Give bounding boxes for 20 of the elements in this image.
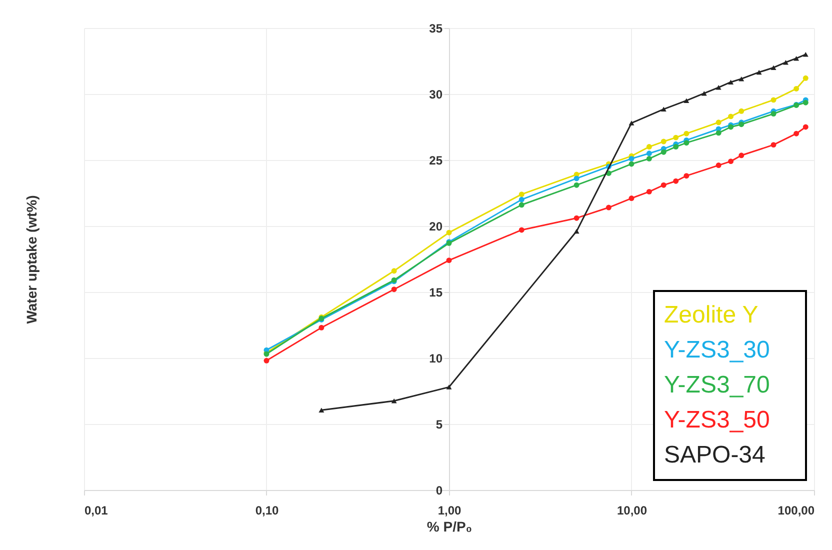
y-tick-label: 10 [429,352,443,366]
text: Zeolite Y [664,302,758,328]
x-tick-label: 0,10 [255,504,279,518]
text: Y-ZS3_30 [664,336,770,364]
x-tick-label: 0,01 [84,504,108,518]
x-tick-label: 1,00 [438,504,462,518]
text: SAPO-34 [664,442,766,468]
y-tick-label: 5 [436,418,443,432]
y-tick-label: 30 [429,88,443,102]
y-tick-label: 0 [436,484,443,498]
y-axis-title: Water uptake (wt%) [24,195,40,324]
text: Y-ZS3_70 [664,372,770,398]
y-tick-label: 15 [429,286,443,300]
x-tick-label: 10,00 [616,504,648,518]
x-tick-label: 100,00 [778,504,815,518]
y-tick-label: 20 [429,220,443,234]
y-tick-label: 35 [429,22,443,36]
y-tick-label: 25 [429,154,443,168]
x-axis-title: % P/P₀ [426,518,472,534]
text: Y-ZS3_50 [664,406,770,434]
